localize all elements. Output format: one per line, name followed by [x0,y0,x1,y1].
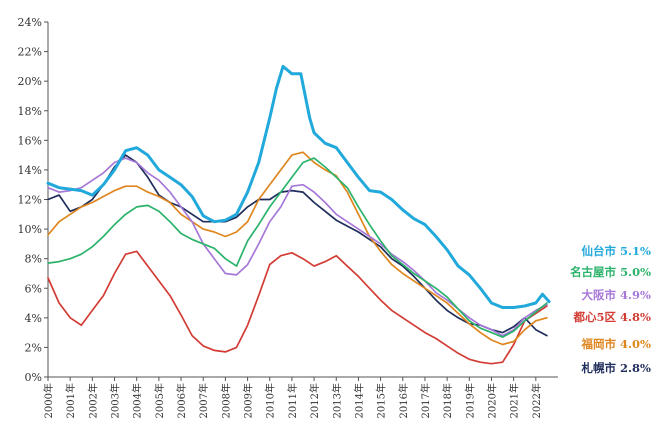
y-tick-label: 2% [25,341,42,354]
series-line-6 [47,154,548,337]
x-tick-label: 2012年 [308,383,321,418]
y-tick-label: 14% [18,164,42,177]
x-tick-label: 2004年 [131,383,144,418]
x-tick-label: 2019年 [463,383,476,418]
y-tick-label: 16% [18,134,42,147]
legend-item-4: 都心5区 4.8% [573,310,652,324]
y-tick-label: 22% [18,46,42,59]
series-line-3 [47,157,548,337]
y-tick-label: 24% [18,16,42,29]
legend-item-3: 大阪市 4.9% [582,288,652,302]
y-tick-label: 6% [25,282,42,295]
y-tick-label: 0% [25,371,42,384]
y-tick-label: 18% [18,105,42,118]
series-line-5 [47,151,548,346]
x-tick-label: 2008年 [219,383,232,418]
series-line-2 [47,157,548,338]
series-layer [46,64,551,365]
x-tick-label: 2013年 [330,383,343,418]
x-tick-label: 2003年 [109,383,122,418]
y-tick-label: 20% [18,75,42,88]
x-tick-label: 2005年 [153,383,166,418]
x-tick-label: 2021年 [508,383,521,418]
y-tick-label: 12% [18,194,42,207]
legend-item-1: 仙台市 5.1% [582,244,652,258]
x-tick-label: 2000年 [42,383,55,418]
x-tick-label: 2006年 [175,383,188,418]
x-tick-label: 2014年 [352,383,365,418]
x-tick-label: 2022年 [530,383,543,418]
x-tick-label: 2009年 [242,383,255,418]
x-tick-label: 2020年 [485,383,498,418]
y-tick-label: 8% [25,253,42,266]
x-tick-label: 2011年 [286,383,299,418]
x-tick-label: 2018年 [441,383,454,418]
axes-layer: 0% 2% 4% 6% 8% 10% 12% 14% 16% 18% 20% 22% 24% 2000年 2… [18,16,558,418]
legend-item-2: 名古屋市 5.0% [570,265,651,279]
x-tick-label: 2007年 [197,383,210,418]
legend-layer: 仙台市 5.1% 名古屋市 5.0% 大阪市 4.9% 都心5区 4.8% 福岡市 4.… [570,244,651,375]
y-tick-label: 10% [18,223,42,236]
legend-item-5: 福岡市 4.0% [581,337,652,351]
x-tick-label: 2016年 [397,383,410,418]
x-tick-label: 2002年 [86,383,99,418]
x-tick-label: 2017年 [419,383,432,418]
legend-item-6: 札幌市 2.8% [581,361,652,375]
y-tick-label: 4% [25,312,42,325]
series-line-4 [47,250,548,365]
x-tick-label: 2001年 [64,383,77,418]
series-line-1 [46,64,551,309]
x-tick-label: 2010年 [264,383,277,418]
x-tick-label: 2015年 [375,383,388,418]
